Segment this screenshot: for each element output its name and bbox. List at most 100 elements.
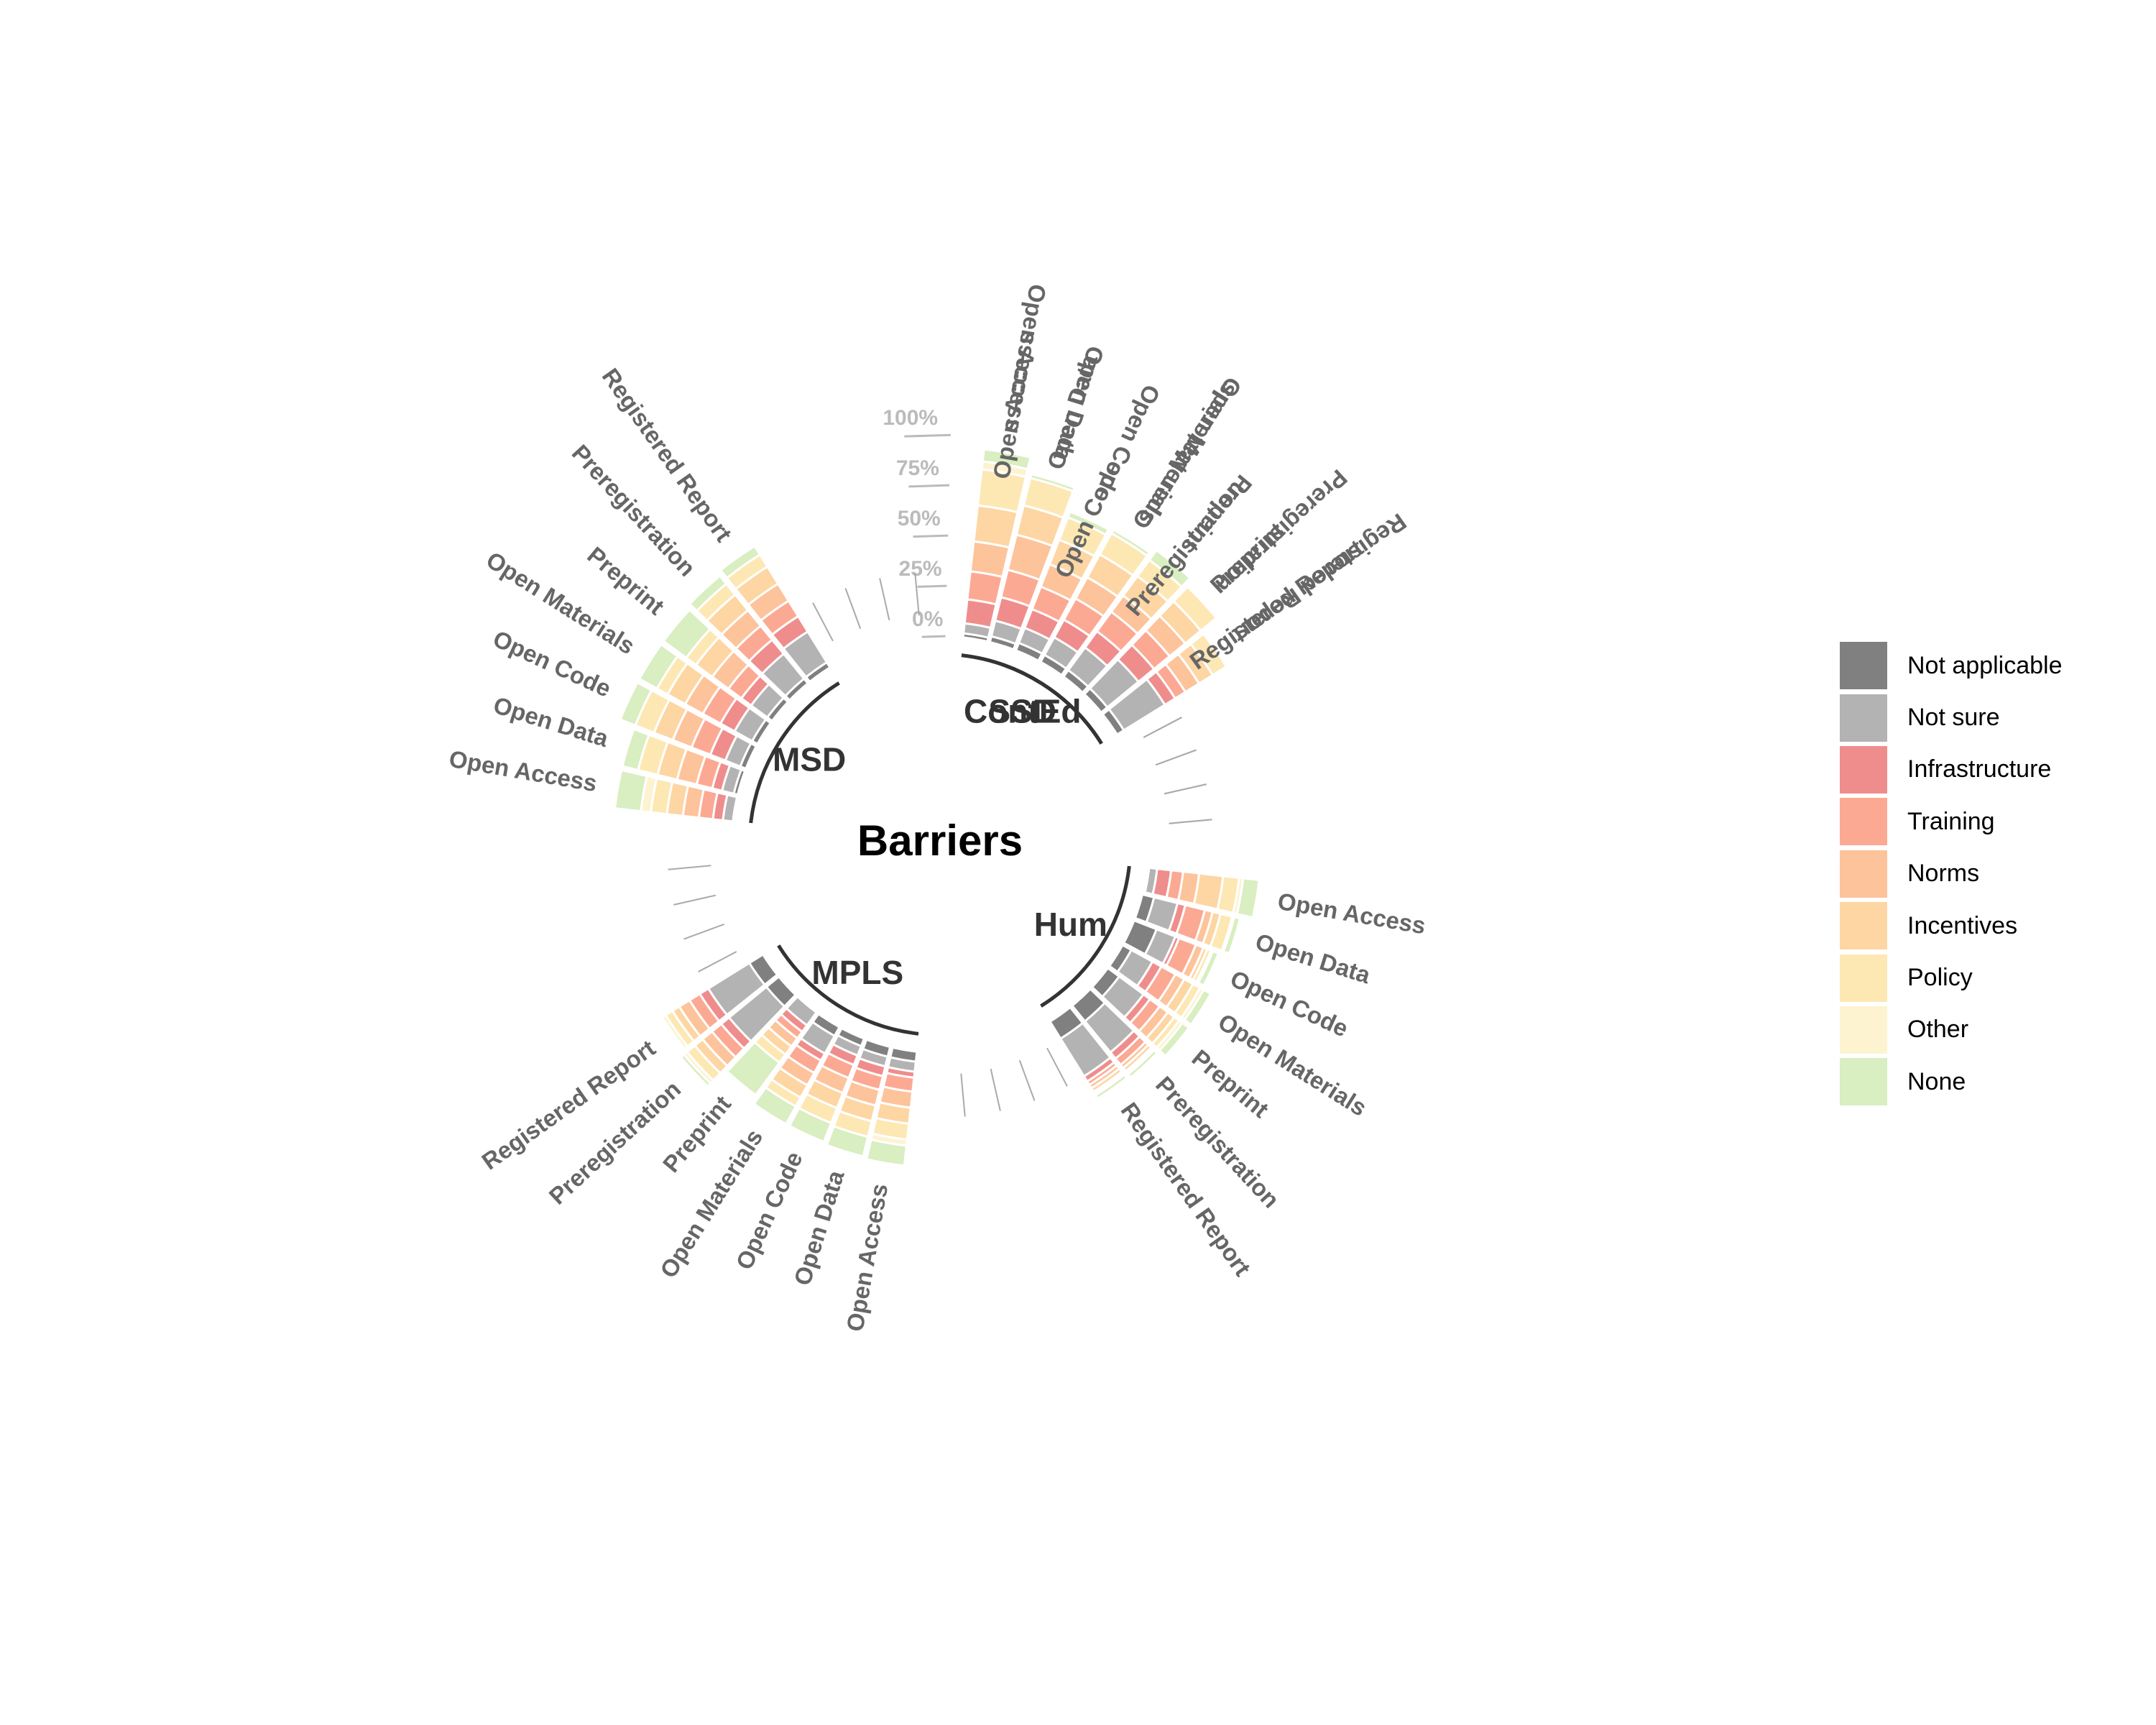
gap-tick <box>1169 819 1212 824</box>
radial-tick-line <box>904 433 951 438</box>
legend-label: Norms <box>1907 860 1980 888</box>
bar-segment <box>1222 916 1242 955</box>
bar-segment <box>1158 1021 1191 1058</box>
legend-label: Infrastructure <box>1907 755 2052 783</box>
legend-item: Training <box>1840 796 2062 847</box>
legend-label: None <box>1907 1067 1966 1095</box>
radial-tick-label: 50% <box>898 507 941 530</box>
radial-ticks-layer: 0% 25% 50% 75% 100% <box>883 406 951 638</box>
bar-segment <box>981 448 1032 471</box>
legend-label: Other <box>1907 1016 1969 1044</box>
legend-label: Policy <box>1907 964 1973 992</box>
category-label: Open Data <box>490 691 612 752</box>
category-label: Open Access <box>842 1182 893 1333</box>
bar-segment <box>825 1124 870 1158</box>
legend-label: Incentives <box>1907 911 2018 939</box>
bar-segment <box>752 1085 798 1126</box>
bar-segment <box>788 1106 833 1144</box>
legend-item: Incentives <box>1840 900 2062 952</box>
legend: Not applicable Not sure Infrastructure Trai… <box>1840 640 2062 1108</box>
legend-item: Infrastructure <box>1840 744 2062 796</box>
category-label: Preregistration <box>1151 1071 1285 1213</box>
bar-segment <box>679 1053 712 1088</box>
legend-item: Not sure <box>1840 691 2062 743</box>
gap-tick <box>1046 1047 1068 1087</box>
bar-segment <box>621 727 650 772</box>
radial-tick-label: 100% <box>883 406 938 430</box>
division-label: Hum <box>1034 906 1107 943</box>
bar-segment <box>725 1040 781 1097</box>
bar-segment <box>1202 631 1230 668</box>
category-label: Open Data <box>1049 343 1109 464</box>
bar-segment <box>1197 949 1220 988</box>
bar-segment <box>688 574 728 613</box>
radial-tick-line <box>921 635 946 638</box>
gap-tick <box>683 923 725 940</box>
division-arc <box>749 681 840 824</box>
bar-segment <box>865 1138 908 1167</box>
gap-tick <box>673 894 717 906</box>
gap-tick <box>812 602 834 642</box>
radial-tick-line <box>913 534 949 538</box>
bar-segment <box>1067 510 1110 537</box>
gap-tick <box>1164 783 1207 795</box>
division-arc <box>1040 865 1131 1008</box>
bar-segment <box>662 608 712 660</box>
category-label: Registered Report <box>597 363 737 546</box>
gap-tick <box>990 1068 1001 1111</box>
division-arc <box>777 944 919 1036</box>
radial-tick-line <box>908 484 950 488</box>
category-label: Open Access <box>447 745 599 797</box>
gap-tick <box>1018 1059 1036 1101</box>
legend-swatch <box>1840 642 1887 690</box>
bar-segment <box>619 681 653 727</box>
category-label: Open Data <box>788 1167 849 1288</box>
legend-swatch <box>1840 850 1887 898</box>
bars-layer <box>613 448 1261 1167</box>
gap-tick <box>844 588 862 630</box>
radial-tick-label: 0% <box>912 607 943 631</box>
legend-label: Training <box>1907 807 1995 835</box>
legend-label: Not applicable <box>1907 651 2063 679</box>
division-label: MSD <box>773 740 846 778</box>
legend-item: Other <box>1840 1004 2062 1056</box>
bar-segment <box>1235 877 1261 919</box>
category-label: Registered Report <box>1228 508 1411 648</box>
legend-swatch <box>1840 798 1887 846</box>
legend-item: None <box>1840 1056 2062 1108</box>
category-label: Registered Report <box>477 1034 660 1174</box>
bar-segment <box>1126 1049 1159 1079</box>
division-arc <box>961 653 1103 745</box>
bar-segment <box>1171 585 1218 632</box>
bar-segment <box>719 544 762 580</box>
gap-tick <box>668 865 711 870</box>
legend-item: Policy <box>1840 952 2062 1003</box>
bar-segment <box>1094 1073 1128 1100</box>
radial-tick-label: 25% <box>899 557 942 581</box>
legend-label: Not sure <box>1907 704 2000 732</box>
category-label: Open Access <box>1276 888 1427 939</box>
division-label: SSD <box>988 692 1056 730</box>
gap-tick <box>1143 717 1182 738</box>
bar-segment <box>1148 548 1192 589</box>
legend-swatch <box>1840 1058 1887 1106</box>
legend-swatch <box>1840 694 1887 742</box>
bar-segment <box>1110 528 1151 558</box>
chart-title: Barriers <box>857 816 1023 865</box>
bar-segment <box>1028 472 1077 493</box>
gap-tick <box>1155 749 1197 766</box>
legend-swatch <box>1840 745 1887 794</box>
legend-swatch <box>1840 902 1887 950</box>
division-label: MPLS <box>811 954 903 991</box>
bar-segment <box>1183 988 1212 1026</box>
radial-tick-label: 75% <box>896 456 939 480</box>
gap-tick <box>879 578 890 621</box>
bar-segment <box>613 768 648 813</box>
legend-swatch <box>1840 1006 1887 1054</box>
legend-item: Norms <box>1840 848 2062 900</box>
gap-tick <box>914 572 920 616</box>
gap-tick <box>960 1073 966 1117</box>
